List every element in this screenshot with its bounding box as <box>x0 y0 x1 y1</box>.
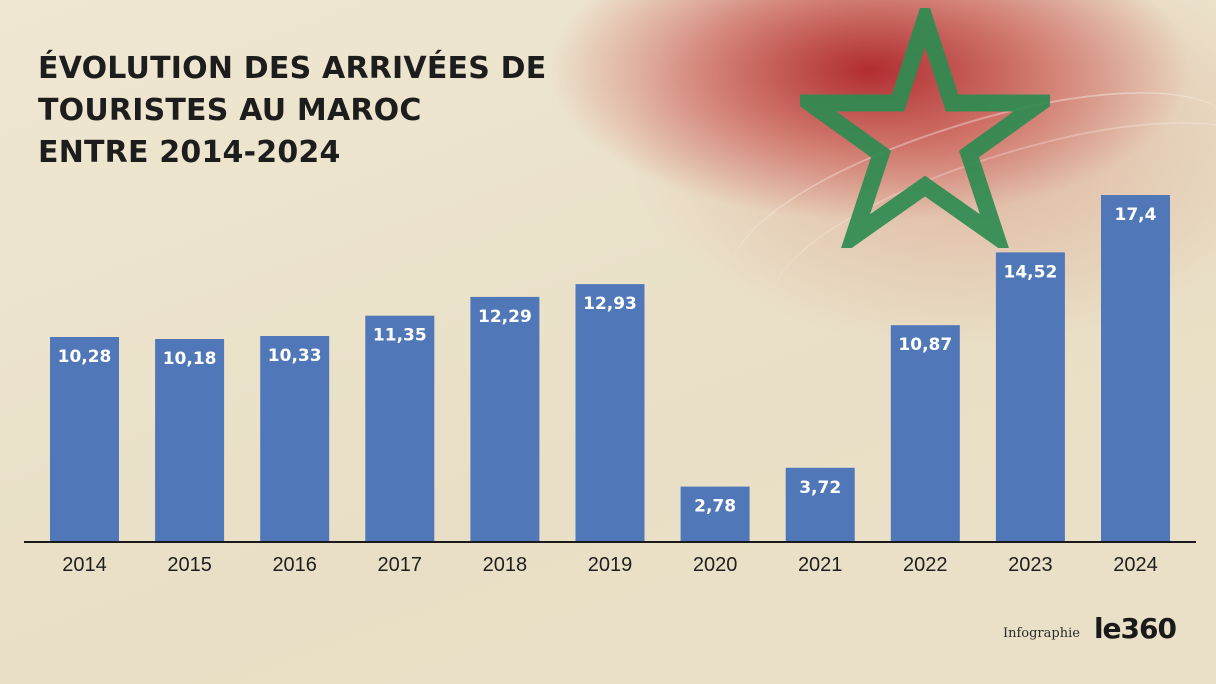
data-label-2022: 10,87 <box>898 335 952 355</box>
moroccan-star-icon <box>800 8 1050 248</box>
data-label-2021: 3,72 <box>799 478 841 498</box>
data-label-2024: 17,4 <box>1115 205 1157 225</box>
data-label-2016: 10,33 <box>268 346 322 366</box>
x-tick-label-2014: 2014 <box>62 554 107 576</box>
title-line: ENTRE 2014-2024 <box>38 135 341 170</box>
x-tick-label-2015: 2015 <box>167 554 212 576</box>
bar-2015 <box>155 339 225 542</box>
x-tick-label-2022: 2022 <box>903 554 948 576</box>
le360-logo: le360 <box>1093 612 1177 645</box>
chart-title: ÉVOLUTION DES ARRIVÉES DE TOURISTES AU M… <box>38 48 546 174</box>
x-tick-label-2021: 2021 <box>798 554 843 576</box>
x-tick-label-2019: 2019 <box>588 554 633 576</box>
bar-2023 <box>995 252 1065 542</box>
x-tick-label-2017: 2017 <box>378 554 423 576</box>
x-tick-label-2018: 2018 <box>483 554 528 576</box>
data-label-2017: 11,35 <box>373 326 427 346</box>
bar-2022 <box>890 325 960 542</box>
bar-2019 <box>575 284 645 542</box>
bar-2014 <box>50 337 119 542</box>
data-label-2014: 10,28 <box>58 347 112 367</box>
bar-2017 <box>365 315 435 542</box>
x-tick-label-2016: 2016 <box>272 554 317 576</box>
bar-2018 <box>470 296 540 542</box>
data-label-2018: 12,29 <box>478 307 532 327</box>
title-line: TOURISTES AU MAROC <box>38 93 422 128</box>
data-label-2019: 12,93 <box>583 294 637 314</box>
footer: Infographie le360 <box>1002 612 1177 645</box>
data-label-2015: 10,18 <box>163 349 217 369</box>
bar-2020 <box>680 486 750 542</box>
bar-2024 <box>1101 195 1170 542</box>
x-tick-label-2020: 2020 <box>693 554 738 576</box>
x-tick-label-2023: 2023 <box>1008 554 1053 576</box>
credit-text: Infographie <box>1002 626 1080 641</box>
x-tick-label-2024: 2024 <box>1113 554 1158 576</box>
bar-2021 <box>785 467 855 542</box>
title-line: ÉVOLUTION DES ARRIVÉES DE <box>38 51 547 86</box>
data-label-2023: 14,52 <box>1004 262 1058 282</box>
bar-2016 <box>260 336 330 542</box>
data-label-2020: 2,78 <box>694 497 736 517</box>
